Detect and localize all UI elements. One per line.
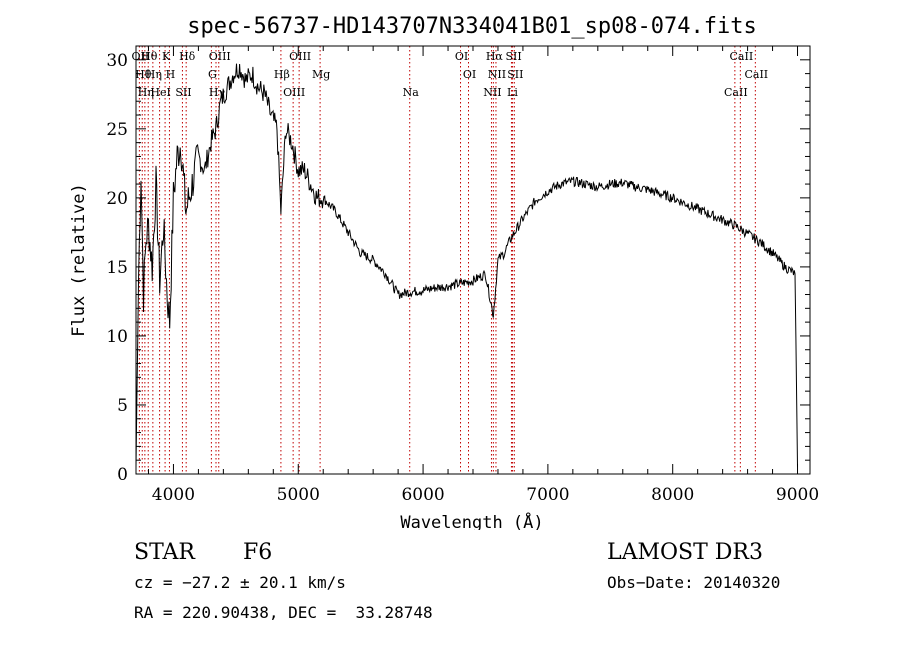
y-tick-label-4: 20: [106, 189, 128, 209]
object-class: STAR: [134, 540, 195, 565]
x-tick-label-1: 5000: [277, 485, 320, 505]
flux-series-line: [135, 63, 798, 468]
spectral-line-markers: [138, 46, 756, 474]
line-label-5: HeI: [150, 86, 170, 99]
observation-date: Obs−Date: 20140320: [607, 573, 781, 592]
line-label-27: CaII: [730, 50, 754, 63]
line-label-24: SII: [505, 50, 521, 63]
redshift-cz: cz = −27.2 ± 20.1 km/s: [134, 573, 346, 592]
line-label-14: OIII: [283, 86, 305, 99]
line-label-12: OIII: [209, 50, 231, 63]
line-label-16: Mg: [312, 68, 330, 81]
coordinates: RA = 220.90438, DEC = 33.28748: [134, 603, 433, 622]
line-label-10: G: [208, 68, 217, 81]
x-tick-label-2: 6000: [401, 485, 444, 505]
y-tick-label-2: 10: [106, 327, 128, 347]
x-axis-label: Wavelength (Å): [400, 511, 543, 530]
line-label-13: Hβ: [274, 68, 290, 81]
line-label-8: SII: [175, 86, 191, 99]
line-label-26: CaII: [724, 86, 748, 99]
y-axis-label: Flux (relative): [69, 183, 89, 337]
y-tick-label-0: 0: [117, 465, 128, 485]
line-label-7: H: [166, 68, 176, 81]
line-label-1: Hθ: [135, 68, 152, 81]
line-label-6: K: [162, 50, 171, 63]
y-tick-label-6: 30: [106, 51, 128, 71]
x-tick-label-5: 9000: [776, 485, 819, 505]
line-label-17: Na: [403, 86, 420, 99]
y-tick-label-3: 15: [106, 258, 128, 278]
y-axis-ticks: 0 5 10 15 20 25 30: [106, 45, 810, 485]
line-label-19: OI: [463, 68, 476, 81]
plot-frame: [135, 45, 811, 475]
survey-name: LAMOST DR3: [607, 540, 763, 565]
line-label-25: SII: [507, 68, 523, 81]
line-label-22: NII: [488, 68, 506, 81]
line-label-28: CaII: [744, 68, 768, 81]
line-label-23: Li: [507, 86, 518, 99]
line-label-9: Hδ: [179, 50, 196, 63]
x-tick-label-4: 8000: [651, 485, 694, 505]
line-label-2: Hη: [138, 86, 154, 99]
line-label-20: NII: [483, 86, 501, 99]
y-tick-label-1: 5: [117, 396, 128, 416]
x-tick-label-3: 7000: [526, 485, 569, 505]
line-label-3: Hθ: [141, 50, 158, 63]
line-label-21: Hα: [486, 50, 504, 63]
x-tick-label-0: 4000: [152, 485, 195, 505]
line-label-15: OIII: [289, 50, 311, 63]
x-axis-ticks: 4000 5000 6000 7000 8000 9000: [147, 46, 819, 505]
object-subclass: F6: [243, 540, 273, 565]
chart-title: spec-56737-HD143707N334041B01_sp08-074.f…: [187, 14, 757, 39]
line-label-4: Hη: [146, 68, 162, 81]
line-label-18: OI: [455, 50, 468, 63]
spectrum-chart: spec-56737-HD143707N334041B01_sp08-074.f…: [69, 14, 819, 530]
y-tick-label-5: 25: [106, 120, 128, 140]
